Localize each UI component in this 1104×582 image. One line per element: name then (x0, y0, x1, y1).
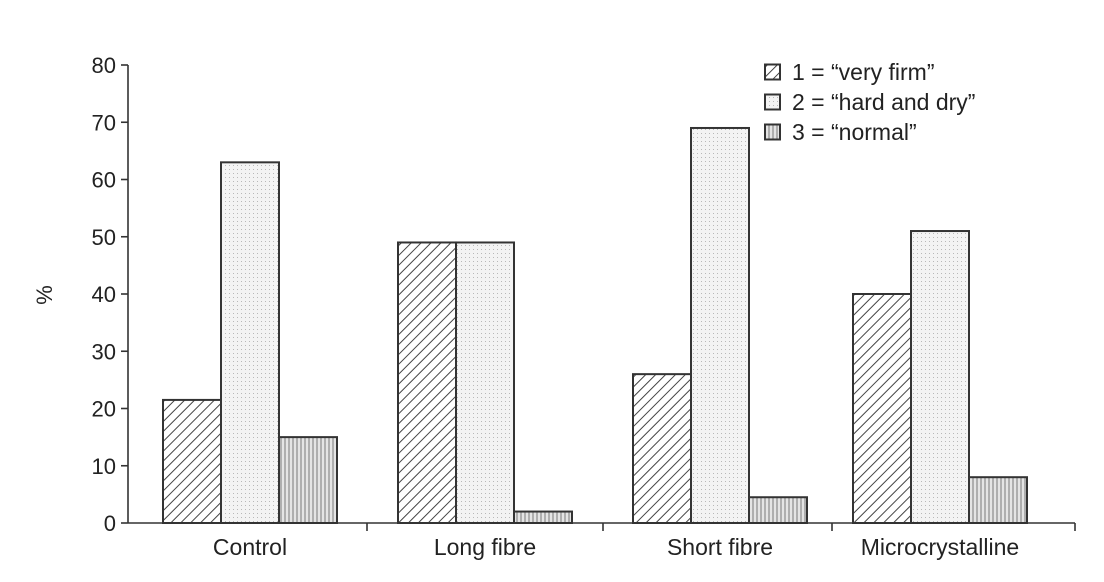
bar-diag (852, 293, 912, 524)
bar-dots (455, 241, 515, 524)
bar-vert (748, 496, 808, 524)
x-category-label: Microcrystalline (861, 534, 1019, 560)
bar-diag (397, 241, 457, 524)
y-tick-label: 50 (92, 225, 116, 250)
x-axis: Control Long fibre Short fibre Microcrystal… (128, 522, 1076, 560)
legend-swatch (764, 63, 781, 81)
bars (162, 126, 1028, 525)
bar-dots (910, 230, 970, 524)
y-axis-title: % (32, 285, 57, 305)
y-tick-label: 0 (104, 511, 116, 536)
legend-label: 2 = “hard and dry” (792, 89, 975, 115)
legend-swatch (764, 123, 781, 141)
x-category-label: Short fibre (667, 534, 773, 560)
y-axis: 0 10 20 30 40 50 60 70 80 (92, 53, 129, 536)
bar-diag (162, 398, 222, 525)
bar-vert (968, 476, 1028, 525)
y-tick-label: 60 (92, 168, 116, 193)
legend: 1 = “very firm” 2 = “hard and dry” 3 = “no… (764, 59, 975, 145)
x-category-label: Long fibre (434, 534, 536, 560)
y-tick-label: 70 (92, 110, 116, 135)
y-tick-label: 80 (92, 53, 116, 78)
bar-dots (220, 161, 280, 524)
y-tick-label: 10 (92, 454, 116, 479)
y-tick-label: 40 (92, 282, 116, 307)
bar-dots (690, 126, 750, 524)
legend-swatch (764, 93, 781, 111)
bar-diag (632, 373, 692, 524)
bar-vert (513, 510, 573, 524)
legend-label: 1 = “very firm” (792, 59, 934, 85)
y-tick-label: 20 (92, 397, 116, 422)
legend-label: 3 = “normal” (792, 119, 917, 145)
bar-vert (278, 436, 338, 524)
y-tick-label: 30 (92, 339, 116, 364)
x-category-label: Control (213, 534, 287, 560)
